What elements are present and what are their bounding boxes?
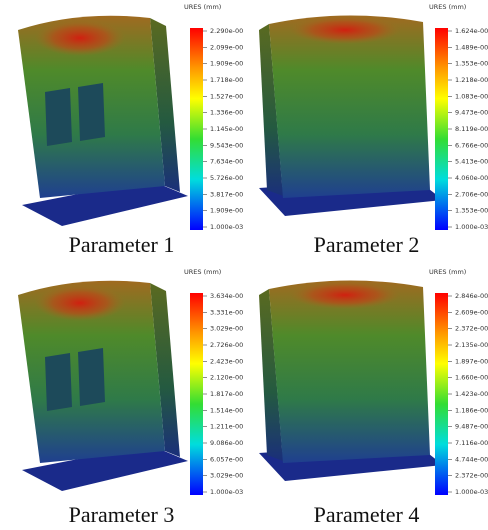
tick-label: 2.609e-00: [455, 308, 488, 316]
tick-label: 9.543e-004: [210, 141, 243, 149]
tick-label: 2.423e-003: [210, 357, 243, 365]
tick-label: 1.083e-00: [455, 92, 488, 100]
tick-label: 1.000e-030: [210, 223, 243, 231]
tick-label: 4.060e-00: [455, 174, 488, 182]
tick-label: 1.145e-003: [210, 125, 243, 133]
tick-label: 1.000e-03: [455, 223, 488, 231]
color-bar: [190, 293, 203, 495]
result-panel: URES (mm) 3.634e-003 3.331e-003 3.029e-003 2…: [0, 265, 243, 505]
tick-label: 3.634e-003: [210, 292, 243, 300]
tick-label: 2.135e-00: [455, 341, 488, 349]
tick-label: 9.473e-00: [455, 109, 488, 117]
window: [45, 353, 72, 411]
hot-zone: [290, 16, 400, 44]
tick-label: 2.846e-003: [455, 292, 488, 300]
tick-label: 1.909e-003: [210, 60, 243, 68]
tick-label: 1.000e-03: [455, 488, 488, 496]
tick-label: 1.211e-003: [210, 423, 243, 431]
tick-label: 2.290e-003: [210, 27, 243, 35]
tick-label: 1.514e-003: [210, 406, 243, 414]
color-bar: [435, 293, 448, 495]
tick-label: 1.897e-00: [455, 357, 488, 365]
window: [78, 348, 105, 406]
tick-label: 2.372e-00: [455, 472, 488, 480]
tick-label: 1.660e-00: [455, 374, 488, 382]
tick-label: 7.116e-00: [455, 439, 488, 447]
tick-label: 3.331e-003: [210, 308, 243, 316]
tick-label: 2.726e-003: [210, 341, 243, 349]
legend-title: URES (mm): [184, 3, 221, 11]
tick-label: 6.766e-00: [455, 141, 488, 149]
tick-label: 3.029e-003: [210, 325, 243, 333]
tick-label: 2.372e-00: [455, 325, 488, 333]
tick-label: 7.634e-004: [210, 158, 243, 166]
tick-label: 9.487e-00: [455, 423, 488, 431]
tick-label: 1.423e-00: [455, 390, 488, 398]
tick-label: 5.413e-00: [455, 158, 488, 166]
legend-title: URES (mm): [429, 268, 466, 276]
tick-label: 1.336e-003: [210, 109, 243, 117]
window: [78, 83, 105, 141]
legend-title: URES (mm): [184, 268, 221, 276]
caption: Parameter 2: [245, 232, 488, 258]
tick-label: 1.718e-003: [210, 76, 243, 84]
tick-label: 1.186e-00: [455, 406, 488, 414]
tick-label: 1.909e-004: [210, 207, 243, 215]
tick-label: 3.817e-004: [210, 190, 243, 198]
tick-label: 1.624e-003: [455, 27, 488, 35]
tick-label: 2.120e-003: [210, 374, 243, 382]
tick-label: 8.119e-00: [455, 125, 488, 133]
tick-label: 1.489e-00: [455, 43, 488, 51]
tick-label: 2.706e-00: [455, 190, 488, 198]
hot-zone: [35, 285, 125, 321]
tick-label: 9.086e-004: [210, 439, 243, 447]
tick-label: 3.029e-004: [210, 472, 243, 480]
tick-label: 6.057e-004: [210, 455, 243, 463]
tick-label: 4.744e-00: [455, 455, 488, 463]
hot-zone: [35, 20, 125, 56]
result-panel: URES (mm) 2.846e-003 2.609e-00 2.372e-00 2.1…: [245, 265, 488, 505]
tick-label: 1.817e-003: [210, 390, 243, 398]
color-bar: [190, 28, 203, 230]
caption: Parameter 1: [0, 232, 243, 258]
tick-label: 1.353e-00: [455, 207, 488, 215]
caption: Parameter 4: [245, 502, 488, 528]
tick-label: 1.218e-00: [455, 76, 488, 84]
result-panel: URES (mm) 1.624e-003 1.489e-00 1.353e-00 1.2…: [245, 0, 488, 240]
hot-zone: [290, 281, 400, 309]
tick-label: 1.353e-00: [455, 60, 488, 68]
result-panel: URES (mm) 2.290e-003 2.099e-003 1.909e-003 1…: [0, 0, 243, 240]
caption: Parameter 3: [0, 502, 243, 528]
color-bar: [435, 28, 448, 230]
figure: URES (mm) 2.290e-003 2.099e-003 1.909e-003 1…: [0, 0, 488, 530]
legend-title: URES (mm): [429, 3, 466, 11]
window: [45, 88, 72, 146]
tick-label: 1.000e-030: [210, 488, 243, 496]
tick-label: 1.527e-003: [210, 92, 243, 100]
tick-label: 2.099e-003: [210, 43, 243, 51]
tick-label: 5.726e-004: [210, 174, 243, 182]
